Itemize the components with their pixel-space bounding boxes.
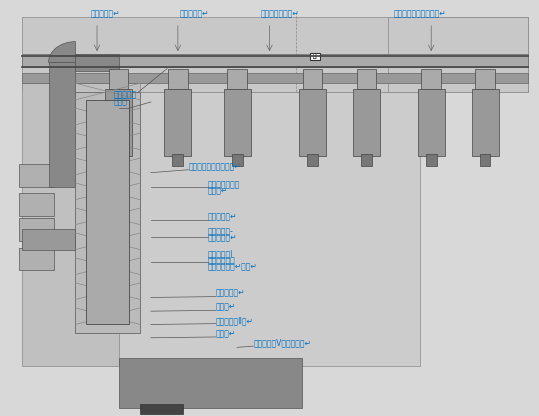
Text: 码垛机器人↵: 码垛机器人↵	[208, 233, 237, 243]
Bar	[75, 54, 119, 71]
Text: 吹位反垫板↵: 吹位反垫板↵	[216, 289, 245, 298]
Text: 郡皮输送机自动整形机↵: 郡皮输送机自动整形机↵	[189, 162, 241, 171]
Bar	[172, 154, 183, 166]
Bar	[310, 53, 320, 60]
Bar	[388, 17, 528, 92]
Bar	[303, 69, 322, 89]
Text: 主输送机阀口袋包装机↵: 主输送机阀口袋包装机↵	[394, 10, 447, 19]
Bar	[475, 69, 495, 89]
Text: 员检操作输送机↵: 员检操作输送机↵	[261, 10, 300, 19]
Bar	[357, 69, 376, 89]
Wedge shape	[49, 42, 75, 62]
Text: 机械手可控制↵机花↵: 机械手可控制↵机花↵	[208, 262, 257, 271]
Text: 缠绕机↵: 缠绕机↵	[216, 329, 236, 338]
Bar	[232, 154, 243, 166]
Bar	[109, 69, 128, 89]
Bar	[119, 358, 302, 408]
Bar	[472, 89, 499, 156]
Bar	[480, 154, 490, 166]
Bar	[113, 154, 124, 166]
Text: 挠用输送机↵: 挠用输送机↵	[91, 10, 120, 19]
Bar	[164, 89, 191, 156]
Text: 混合机: 混合机	[113, 97, 127, 106]
Text: 输送层架控制: 输送层架控制	[208, 256, 235, 265]
Bar	[22, 54, 528, 67]
Text: 托盘全交叉堆垛: 托盘全交叉堆垛	[208, 180, 240, 189]
Bar	[19, 218, 54, 241]
Bar	[224, 89, 251, 156]
Bar	[418, 89, 445, 156]
Bar	[353, 89, 380, 156]
Text: 积垛输送机Ⅱ垛↵: 积垛输送机Ⅱ垛↵	[216, 316, 253, 325]
Bar	[49, 62, 75, 187]
Bar	[22, 73, 528, 83]
Bar	[19, 248, 54, 270]
Text: 甲: 甲	[313, 54, 316, 59]
Bar	[421, 69, 441, 89]
Bar	[22, 17, 528, 92]
Text: 垛区输送机Ⅴ（无动力）↵: 垛区输送机Ⅴ（无动力）↵	[253, 338, 311, 347]
Bar	[119, 92, 420, 366]
Bar	[168, 69, 188, 89]
Bar	[22, 229, 75, 250]
Bar	[361, 154, 372, 166]
Bar	[75, 92, 140, 333]
Text: 输送机↵: 输送机↵	[208, 186, 228, 195]
Bar	[307, 154, 318, 166]
Bar	[19, 193, 54, 216]
Bar	[19, 164, 54, 187]
Bar	[227, 69, 247, 89]
Bar	[299, 89, 326, 156]
Text: 积垛输送机Ⅰ: 积垛输送机Ⅰ	[208, 250, 233, 259]
Bar	[22, 83, 140, 366]
Text: 托盘输送机-: 托盘输送机-	[208, 227, 233, 236]
Text: 自动重检机: 自动重检机	[113, 91, 136, 100]
Text: 散垛输送机↵: 散垛输送机↵	[208, 213, 237, 222]
Bar	[426, 154, 437, 166]
Text: 甲: 甲	[313, 54, 316, 59]
Bar	[140, 404, 183, 414]
Text: 摞垛机↵: 摞垛机↵	[216, 302, 236, 312]
Text: 皮带输送机↵: 皮带输送机↵	[179, 10, 209, 19]
Bar	[86, 100, 129, 324]
Bar	[105, 89, 132, 156]
